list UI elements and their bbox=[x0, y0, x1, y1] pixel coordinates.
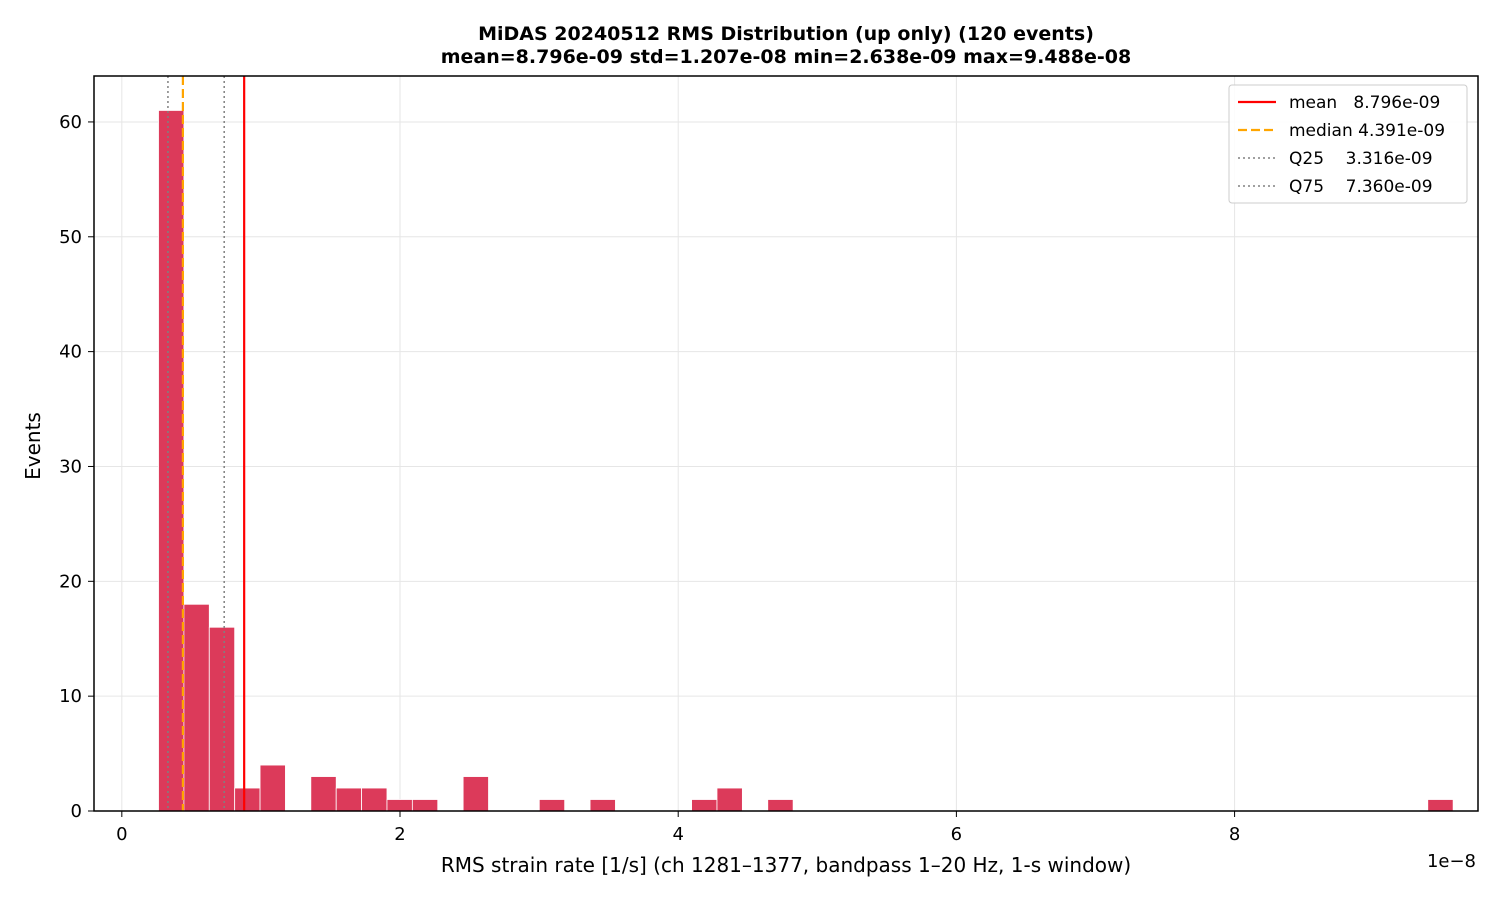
histogram-bar bbox=[691, 799, 718, 812]
chart-subtitle: mean=8.796e-09 std=1.207e-08 min=2.638e-… bbox=[441, 46, 1132, 68]
x-tick-label: 6 bbox=[951, 824, 962, 845]
y-axis-ticks: 0 10 20 30 40 50 60 bbox=[59, 112, 94, 822]
x-tick-label: 2 bbox=[394, 824, 405, 845]
histogram-bar bbox=[716, 787, 743, 812]
y-tick-label: 60 bbox=[59, 112, 82, 133]
y-tick-label: 40 bbox=[59, 342, 82, 363]
x-axis-offset-label: 1e−8 bbox=[1427, 851, 1476, 872]
histogram-bar bbox=[411, 799, 439, 812]
y-axis-label: Events bbox=[21, 412, 45, 480]
legend-box bbox=[1228, 84, 1468, 204]
histogram-bar bbox=[183, 603, 210, 812]
legend-label-median: median 4.391e-09 bbox=[1289, 121, 1445, 141]
y-tick-label: 30 bbox=[59, 456, 82, 477]
histogram-bar bbox=[361, 787, 388, 812]
histogram-bar bbox=[1427, 799, 1454, 812]
histogram-bar bbox=[538, 799, 566, 812]
histogram-bar bbox=[386, 799, 413, 812]
histogram-bar bbox=[335, 787, 362, 812]
x-tick-label: 4 bbox=[672, 824, 683, 845]
reference-lines bbox=[167, 76, 246, 811]
histogram-bar bbox=[767, 799, 794, 812]
x-axis-label: RMS strain rate [1/s] (ch 1281–1377, ban… bbox=[441, 853, 1131, 877]
y-tick-label: 0 bbox=[71, 801, 82, 822]
histogram-bar bbox=[589, 799, 616, 812]
plot-frame bbox=[93, 75, 1479, 812]
histogram-bar bbox=[158, 110, 185, 812]
x-tick-label: 0 bbox=[116, 824, 127, 845]
histogram-bar bbox=[234, 787, 261, 812]
y-tick-label: 20 bbox=[59, 571, 82, 592]
y-tick-label: 10 bbox=[59, 686, 82, 707]
legend-label-mean: mean 8.796e-09 bbox=[1289, 93, 1440, 113]
chart-title: MiDAS 20240512 RMS Distribution (up only… bbox=[478, 23, 1094, 45]
x-axis-ticks: 0 2 4 6 8 bbox=[116, 811, 1240, 845]
histogram-bar bbox=[259, 764, 286, 812]
y-tick-label: 50 bbox=[59, 227, 82, 248]
legend-label-q75: Q75 7.360e-09 bbox=[1289, 177, 1433, 197]
histogram-bar bbox=[462, 776, 489, 812]
legend-label-q25: Q25 3.316e-09 bbox=[1289, 149, 1433, 169]
histogram-bars bbox=[158, 110, 1454, 812]
histogram-bar bbox=[310, 776, 337, 812]
x-tick-label: 8 bbox=[1229, 824, 1240, 845]
legend: mean 8.796e-09 median 4.391e-09 Q25 3.31… bbox=[1228, 84, 1468, 204]
histogram-bar bbox=[208, 626, 236, 812]
